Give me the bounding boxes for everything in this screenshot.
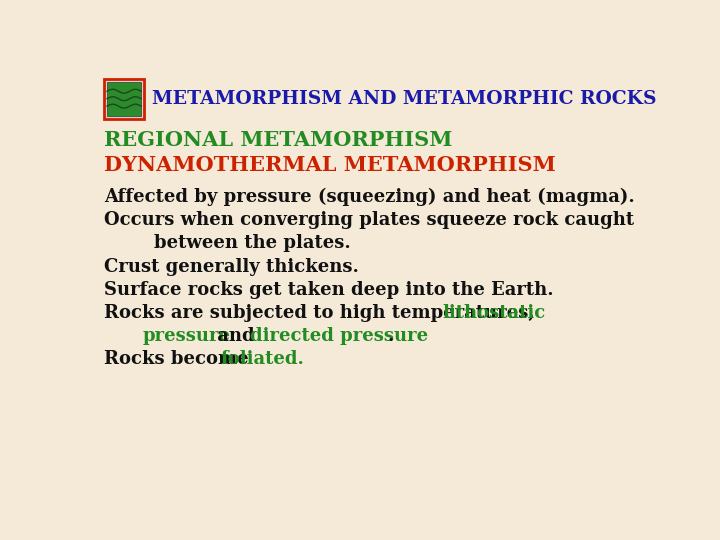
Text: DYNAMOTHERMAL METAMORPHISM: DYNAMOTHERMAL METAMORPHISM (104, 155, 556, 175)
Text: and: and (211, 327, 261, 345)
Text: REGIONAL METAMORPHISM: REGIONAL METAMORPHISM (104, 130, 452, 150)
Text: directed pressure: directed pressure (250, 327, 428, 345)
Text: Surface rocks get taken deep into the Earth.: Surface rocks get taken deep into the Ea… (104, 281, 554, 299)
Text: Rocks are subjected to high temperatures,: Rocks are subjected to high temperatures… (104, 303, 541, 322)
Text: METAMORPHISM AND METAMORPHIC ROCKS: METAMORPHISM AND METAMORPHIC ROCKS (152, 90, 657, 107)
Bar (107, 82, 141, 116)
Text: Rocks become: Rocks become (104, 350, 255, 368)
Text: .: . (387, 327, 394, 345)
FancyBboxPatch shape (104, 79, 144, 119)
Text: Occurs when converging plates squeeze rock caught: Occurs when converging plates squeeze ro… (104, 211, 634, 230)
Text: foliated.: foliated. (221, 350, 305, 368)
Text: pressure: pressure (143, 327, 230, 345)
Text: Crust generally thickens.: Crust generally thickens. (104, 258, 359, 275)
Text: lithostatic: lithostatic (443, 303, 546, 322)
Text: between the plates.: between the plates. (104, 234, 351, 252)
Text: Affected by pressure (squeezing) and heat (magma).: Affected by pressure (squeezing) and hea… (104, 188, 635, 206)
